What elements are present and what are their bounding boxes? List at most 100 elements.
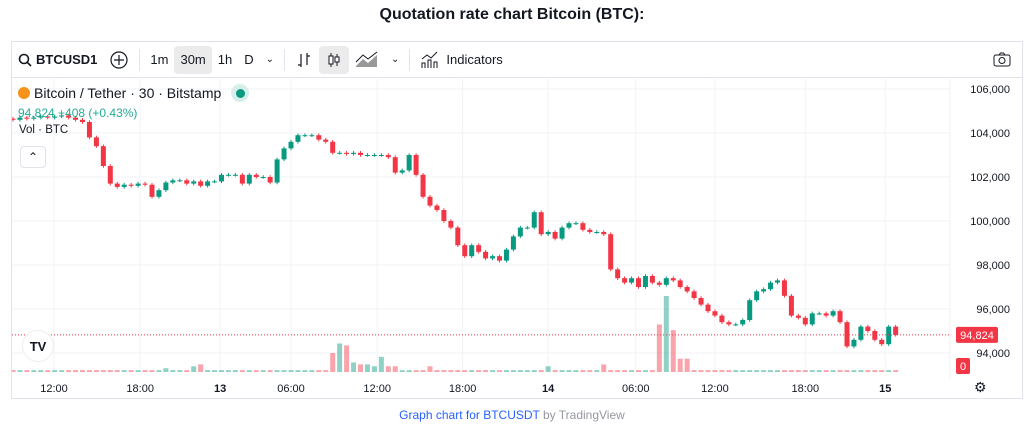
- chevron-down-icon: ⌄: [265, 54, 275, 65]
- interval-1h[interactable]: 1h: [217, 52, 233, 67]
- candle: [163, 182, 169, 191]
- candle: [191, 181, 197, 184]
- last-price-label: 94,824: [960, 330, 994, 342]
- compare-button[interactable]: [103, 46, 135, 74]
- volume-bar: [184, 370, 190, 372]
- chart-widget: BTCUSD1 1m 30m 1h D ⌄ ⌄ Indicators 106,0…: [11, 41, 1023, 399]
- volume-bar: [330, 353, 336, 372]
- candles-style-button[interactable]: [319, 45, 350, 74]
- volume-bar: [538, 370, 544, 372]
- candle: [698, 298, 704, 305]
- interval-d[interactable]: D: [244, 52, 254, 67]
- volume-bar: [629, 370, 635, 372]
- chart-style-dropdown[interactable]: ⌄: [385, 46, 405, 74]
- candle: [184, 180, 190, 184]
- candle: [274, 159, 280, 183]
- volume-bar: [476, 370, 482, 372]
- candle: [865, 326, 871, 331]
- volume-bar: [775, 370, 780, 372]
- candle: [267, 177, 273, 183]
- candle: [323, 139, 329, 142]
- volume-bar: [608, 370, 614, 372]
- volume-bar: [392, 366, 398, 372]
- candle: [59, 115, 65, 117]
- bitcoin-icon: [18, 87, 30, 99]
- candle: [497, 256, 502, 261]
- settings-icon[interactable]: ⚙: [974, 379, 987, 395]
- volume-bar: [809, 370, 815, 372]
- candle: [538, 212, 544, 235]
- volume-bar: [830, 370, 836, 372]
- candle: [837, 311, 843, 323]
- candle: [260, 177, 266, 178]
- candle: [225, 174, 231, 176]
- candle: [462, 245, 468, 257]
- interval-1m[interactable]: 1m: [150, 52, 169, 67]
- volume-bar: [80, 370, 85, 372]
- volume-bar: [469, 370, 475, 372]
- candle: [573, 223, 579, 225]
- volume-bar: [649, 370, 655, 372]
- volume-bar: [684, 358, 690, 372]
- candle: [281, 148, 287, 160]
- y-tick-label: 94,000: [976, 348, 1010, 360]
- candle: [636, 278, 641, 287]
- candle: [45, 116, 51, 118]
- volume-bar: [462, 370, 468, 372]
- candle: [781, 280, 787, 296]
- candle: [246, 174, 252, 184]
- bars-style-button[interactable]: [289, 46, 319, 74]
- collapse-legend-button[interactable]: ⌃: [20, 146, 46, 168]
- footer-suffix: by TradingView: [539, 408, 625, 422]
- volume-bar: [378, 356, 384, 372]
- volume-bar: [267, 370, 273, 372]
- footer-link[interactable]: Graph chart for BTCUSDT: [399, 408, 540, 422]
- screenshot-button[interactable]: [986, 46, 1018, 74]
- area-chart-icon: [355, 51, 378, 67]
- volume-bar: [73, 370, 79, 372]
- tradingview-logo[interactable]: TV: [22, 330, 54, 362]
- volume-bar: [323, 370, 329, 372]
- indicators-button[interactable]: Indicators: [414, 46, 508, 74]
- volume-bar: [253, 370, 259, 372]
- candle: [879, 339, 885, 345]
- candle: [93, 137, 99, 147]
- candle: [566, 223, 572, 228]
- candle: [858, 326, 864, 340]
- price-chart[interactable]: 106,000 104,000 102,000 100,000 98,000 96,000…: [12, 79, 1022, 399]
- volume-bar: [114, 370, 120, 372]
- volume-bar: [455, 370, 461, 372]
- volume-bar: [219, 370, 224, 372]
- divider: [139, 48, 141, 71]
- candle: [239, 174, 245, 184]
- volume-bar: [858, 370, 864, 372]
- volume-bar: [663, 296, 669, 372]
- volume-bar: [239, 370, 245, 372]
- symbol-search-button[interactable]: BTCUSD1: [12, 46, 103, 74]
- volume-bar: [552, 370, 558, 372]
- candle: [510, 236, 516, 250]
- candle: [121, 184, 127, 187]
- footer: Graph chart for BTCUSDT by TradingView: [0, 408, 1024, 422]
- candle: [392, 157, 398, 173]
- interval-dropdown[interactable]: ⌄: [260, 46, 280, 74]
- candle: [337, 152, 343, 154]
- candle: [406, 155, 412, 171]
- volume-bar: [149, 370, 155, 372]
- volume-bar: [615, 370, 621, 372]
- candle: [524, 227, 530, 229]
- plus-circle-icon: [110, 50, 129, 69]
- x-tick-label: 18:00: [792, 383, 820, 395]
- candle: [490, 256, 496, 259]
- volume-bar: [274, 370, 280, 372]
- area-style-button[interactable]: [349, 46, 385, 74]
- candle: [100, 146, 106, 166]
- candle: [302, 135, 308, 137]
- candle: [351, 152, 357, 154]
- interval-30m[interactable]: 30m: [174, 45, 212, 74]
- candle: [434, 205, 440, 210]
- candle: [587, 229, 593, 232]
- candle: [872, 331, 878, 340]
- camera-icon: [993, 52, 1011, 66]
- candle: [344, 152, 350, 154]
